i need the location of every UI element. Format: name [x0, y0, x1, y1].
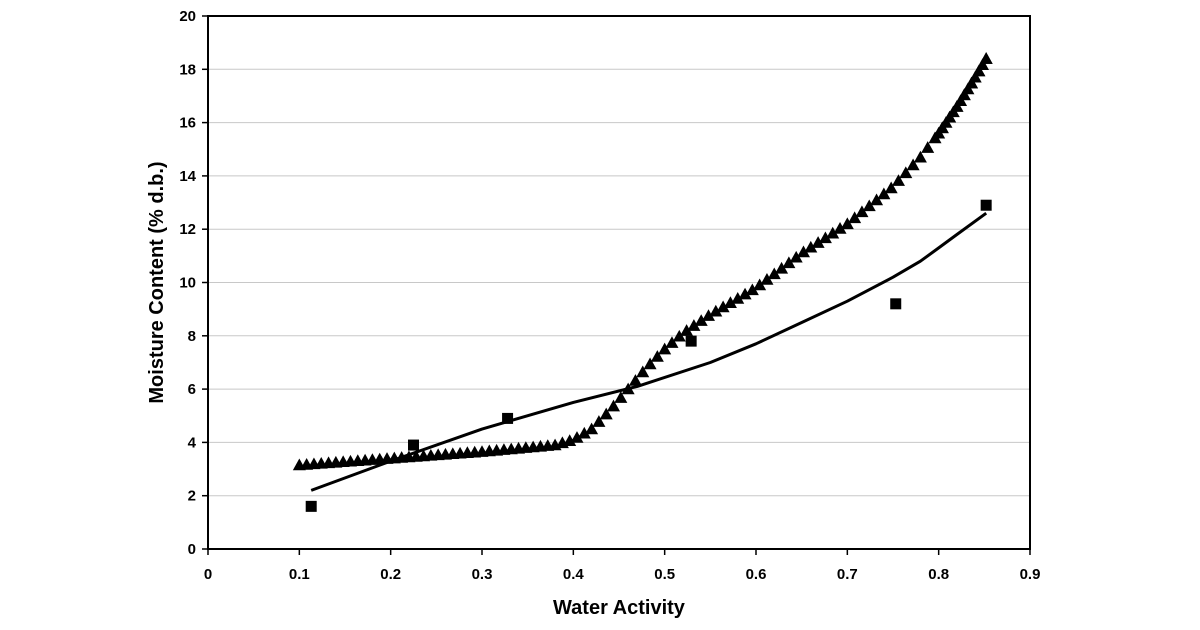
triangle-point: [570, 431, 584, 443]
triangle-point: [972, 64, 986, 77]
triangle-point: [884, 181, 898, 194]
x-tick-label: 0.4: [563, 566, 585, 583]
triangle-point: [709, 304, 723, 317]
y-axis-ticks: 0 2 4 6 8 10 12 14 16 18 20: [179, 8, 208, 558]
x-tick-label: 0.9: [1020, 566, 1041, 583]
y-tick-label: 16: [179, 115, 196, 132]
square-point: [502, 412, 514, 424]
triangle-point: [628, 374, 642, 386]
triangle-point: [965, 76, 979, 89]
triangle-point: [968, 70, 982, 83]
y-tick-label: 14: [179, 168, 196, 185]
triangle-point: [607, 399, 621, 412]
triangle-point: [650, 350, 664, 362]
triangle-point: [599, 407, 613, 420]
triangle-point: [665, 336, 679, 348]
triangle-point: [702, 309, 716, 321]
y-tick-label: 20: [179, 8, 196, 25]
triangle-point: [658, 342, 672, 355]
triangle-point: [855, 205, 869, 218]
triangle-point: [961, 82, 975, 95]
square-series-layer: [305, 199, 992, 512]
triangle-point: [954, 94, 968, 106]
triangle-point: [979, 52, 993, 64]
triangle-point: [818, 231, 832, 244]
triangle-point: [782, 256, 796, 269]
triangle-point: [723, 296, 737, 308]
triangle-point: [636, 365, 650, 378]
triangle-point: [577, 426, 591, 439]
y-tick-label: 6: [188, 381, 196, 398]
triangle-point: [899, 166, 913, 179]
grid-lines: [208, 68, 1030, 497]
triangle-point: [672, 329, 686, 342]
square-point: [890, 298, 902, 310]
y-tick-label: 12: [179, 221, 196, 238]
triangle-series-layer: [292, 52, 993, 471]
x-tick-label: 0.3: [472, 566, 493, 583]
triangle-point: [891, 174, 905, 186]
triangle-point: [621, 382, 635, 395]
square-point: [305, 500, 317, 512]
y-tick-label: 8: [188, 328, 196, 345]
triangle-point: [913, 150, 927, 163]
y-tick-label: 10: [179, 275, 196, 292]
triangle-point: [877, 187, 891, 200]
square-point: [980, 199, 992, 211]
triangle-point: [745, 283, 759, 296]
triangle-point: [716, 300, 730, 313]
y-tick-label: 4: [188, 434, 197, 451]
triangle-point: [848, 211, 862, 224]
x-tick-label: 0.1: [289, 566, 310, 583]
triangle-point: [687, 319, 701, 331]
triangle-point: [796, 245, 810, 258]
square-point: [685, 335, 697, 347]
triangle-point: [775, 261, 789, 274]
triangle-point: [767, 267, 781, 280]
y-tick-label: 18: [179, 61, 196, 78]
triangle-point: [811, 236, 825, 248]
triangle-point: [804, 240, 818, 253]
triangle-point: [643, 357, 657, 370]
triangle-point: [976, 58, 990, 71]
x-axis-ticks: 0 0.1 0.2 0.3 0.4 0.5 0.6 0.7 0.8 0.9: [204, 549, 1041, 583]
triangle-point: [563, 434, 577, 447]
x-tick-label: 0.6: [746, 566, 767, 583]
triangle-point: [680, 324, 694, 336]
fitted-curve-layer: [310, 211, 988, 492]
triangle-point: [870, 193, 884, 206]
triangle-point: [906, 158, 920, 171]
x-tick-label: 0.7: [837, 566, 858, 583]
triangle-point: [614, 391, 628, 403]
y-tick-label: 2: [188, 488, 196, 505]
triangle-point: [753, 278, 767, 291]
y-tick-label: 0: [188, 541, 196, 558]
triangle-point: [957, 88, 971, 101]
triangle-point: [760, 273, 774, 285]
triangle-point: [731, 291, 745, 304]
y-axis-title: Moisture Content (% d.b.): [146, 161, 168, 403]
triangle-point: [826, 226, 840, 239]
triangle-point: [921, 141, 935, 153]
fitted-curve-line: [310, 211, 988, 492]
x-tick-label: 0: [204, 566, 212, 583]
x-tick-label: 0.8: [928, 566, 949, 583]
triangle-point: [585, 422, 599, 435]
triangle-point: [950, 100, 964, 112]
triangle-point: [738, 287, 752, 300]
x-axis-title: Water Activity: [553, 597, 686, 619]
triangle-point: [840, 217, 854, 230]
triangle-point: [833, 222, 847, 234]
triangle-point: [592, 415, 606, 427]
x-tick-label: 0.2: [380, 566, 401, 583]
triangle-point: [789, 250, 803, 263]
triangle-point: [862, 199, 876, 212]
x-tick-label: 0.5: [654, 566, 675, 583]
triangle-point: [694, 314, 708, 326]
square-point: [408, 439, 419, 451]
plot-area-frame: [207, 15, 1031, 550]
